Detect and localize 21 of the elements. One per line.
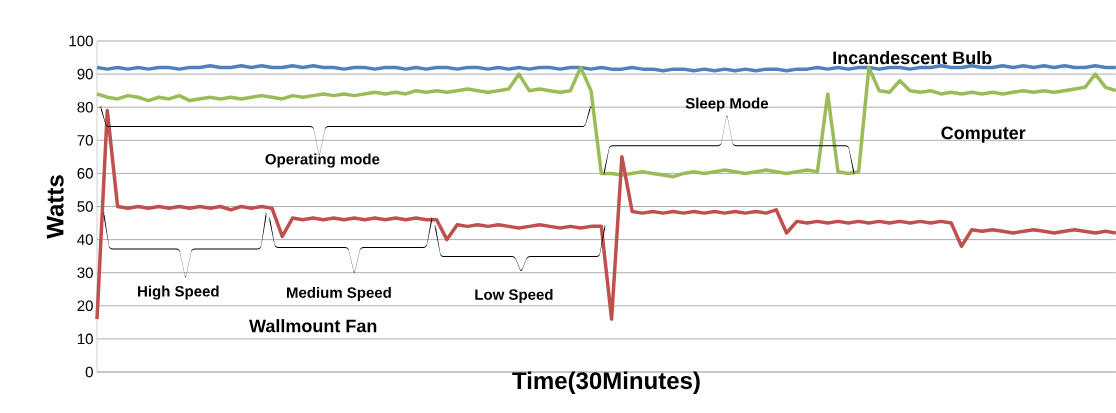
x-axis-title: Time(30Minutes)	[512, 371, 700, 394]
y-tick-label: 100	[69, 35, 93, 47]
annotation: Low Speed	[475, 288, 553, 303]
y-axis-title: Watts	[46, 175, 64, 239]
y-tick-label: 60	[77, 168, 93, 179]
series-label: Computer	[941, 126, 1026, 143]
y-tick-label: 80	[77, 101, 93, 113]
annotation: Wallmount Fan	[249, 319, 377, 333]
y-tick-label: 50	[77, 201, 93, 212]
y-tick-label: 20	[77, 300, 93, 312]
series-label: Incandescent Bulb	[833, 50, 992, 65]
y-tick-label: 0	[85, 366, 93, 378]
y-tick-label: 40	[77, 234, 93, 245]
y-tick-label: 30	[77, 267, 93, 278]
y-tick-label: 70	[77, 134, 93, 146]
y-tick-label: 10	[77, 333, 93, 345]
annotation: High Speed	[138, 285, 219, 300]
annotation: Operating mode	[265, 153, 380, 168]
y-tick-label: 90	[77, 68, 93, 80]
annotation: Sleep Mode	[685, 97, 769, 112]
annotation: Medium Speed	[286, 286, 391, 301]
